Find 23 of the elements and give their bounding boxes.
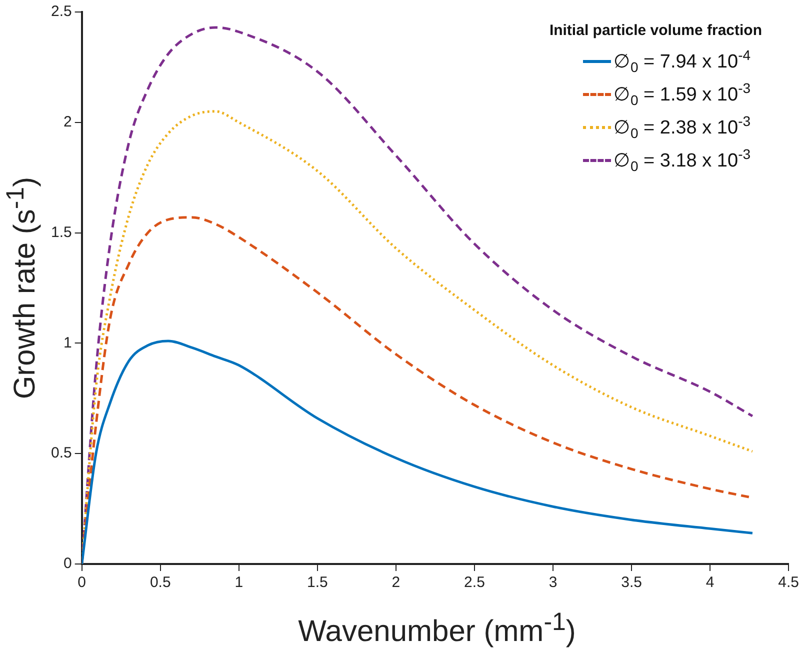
- x-axis-title: Wavenumber (mm$^{-1}$): [297, 608, 577, 649]
- x-tick-label: 1.5: [306, 574, 328, 592]
- x-tick-label: 4.5: [778, 574, 800, 592]
- x-tick-label: 3: [548, 574, 558, 592]
- x-tick-label: 0.5: [150, 574, 171, 592]
- legend-label: ∅$_{0}$ = 3.18 x 10$^{-3}$: [613, 146, 751, 175]
- y-tick-label: 1: [64, 334, 72, 352]
- y-tick-label: 0.5: [50, 444, 72, 462]
- y-tick-label: 1.5: [50, 224, 72, 241]
- x-tick-label: 4: [706, 574, 714, 592]
- legend-label: ∅$_{0}$ = 7.94 x 10$^{-4}$: [613, 47, 751, 76]
- y-tick-label: 0: [64, 555, 72, 572]
- x-tick-label: 2: [392, 574, 400, 592]
- y-tick-label: 2.5: [50, 3, 72, 20]
- y-tick-label: 2: [64, 114, 72, 131]
- legend-title: Initial particle volume fraction: [549, 22, 762, 39]
- x-tick-label: 1: [234, 574, 244, 592]
- line-series: [82, 340, 754, 564]
- legend-label: ∅$_{0}$ = 1.59 x 10$^{-3}$: [613, 80, 751, 109]
- x-tick-label: 3.5: [621, 574, 642, 592]
- x-tick-label: 0: [78, 574, 86, 592]
- legend-label: ∅$_{0}$ = 2.38 x 10$^{-3}$: [613, 113, 751, 142]
- x-tick-label: 2.5: [464, 574, 485, 592]
